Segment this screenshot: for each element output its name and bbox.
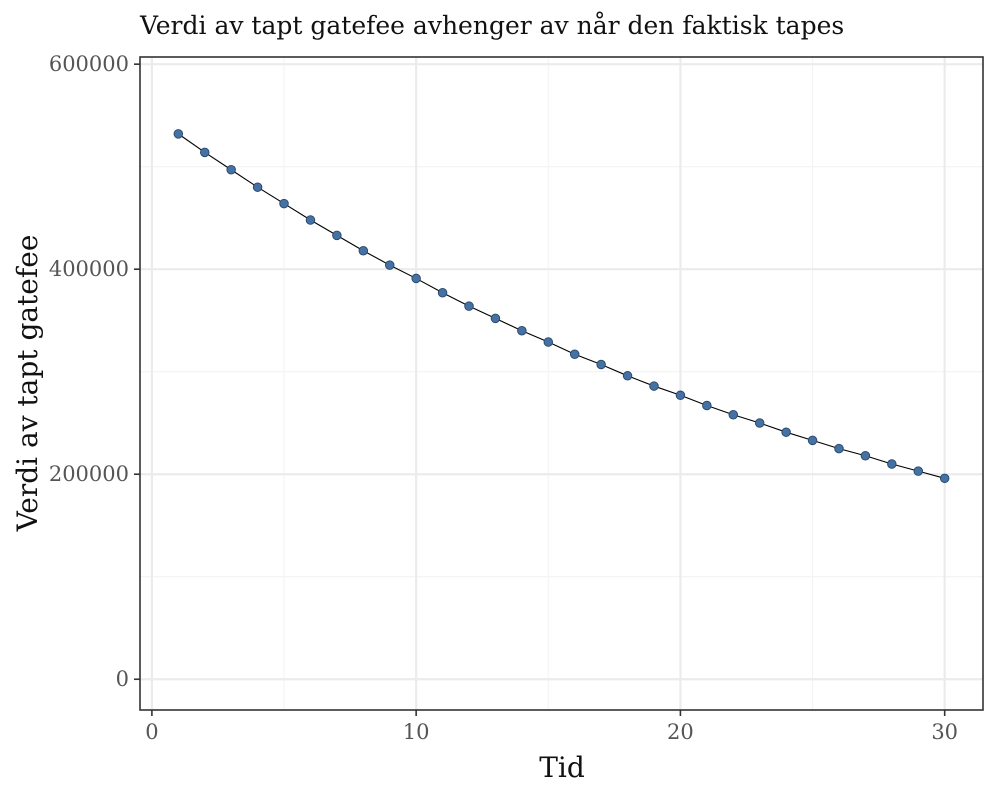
y-tick-label: 600000	[49, 52, 129, 76]
data-point	[305, 215, 316, 225]
data-point	[675, 390, 686, 401]
y-axis-label: Verdi av tapt gatefee	[11, 235, 44, 533]
series-layer	[173, 129, 950, 484]
data-point	[332, 230, 342, 241]
data-point	[517, 325, 527, 336]
data-point	[596, 359, 606, 370]
data-point	[939, 473, 950, 484]
data-point	[728, 410, 739, 420]
x-tick-label: 10	[403, 720, 430, 744]
data-point	[649, 381, 659, 391]
data-point	[913, 466, 924, 476]
data-point	[437, 288, 448, 298]
data-point	[279, 198, 289, 209]
x-axis-label: Tid	[539, 751, 585, 784]
data-point	[411, 273, 421, 284]
data-point	[781, 427, 791, 437]
series-line	[178, 133, 945, 479]
x-tick-label: 20	[667, 720, 694, 744]
axes: 0 10 20 30 0 200000 400000 600000	[49, 52, 958, 744]
y-tick-label: 0	[116, 667, 129, 691]
data-point	[226, 165, 236, 175]
data-point	[569, 349, 580, 360]
data-point	[807, 435, 818, 446]
data-point	[887, 459, 897, 469]
data-point	[834, 443, 844, 454]
data-point	[702, 400, 712, 411]
y-tick-label: 200000	[49, 462, 129, 486]
data-point	[199, 147, 210, 158]
data-point	[754, 418, 765, 428]
chart-title: Verdi av tapt gatefee avhenger av når de…	[139, 11, 844, 40]
data-point	[622, 371, 633, 381]
data-point	[464, 301, 474, 311]
x-tick-label: 0	[145, 720, 158, 744]
grid	[140, 57, 983, 710]
data-point	[543, 337, 554, 347]
data-point	[173, 129, 184, 139]
data-point	[252, 182, 263, 192]
y-tick-label: 400000	[49, 257, 129, 281]
data-point	[358, 245, 369, 256]
data-point	[860, 451, 871, 461]
data-point	[384, 260, 395, 270]
data-point	[490, 313, 501, 324]
x-tick-label: 30	[931, 720, 958, 744]
plot-panel	[139, 56, 984, 711]
